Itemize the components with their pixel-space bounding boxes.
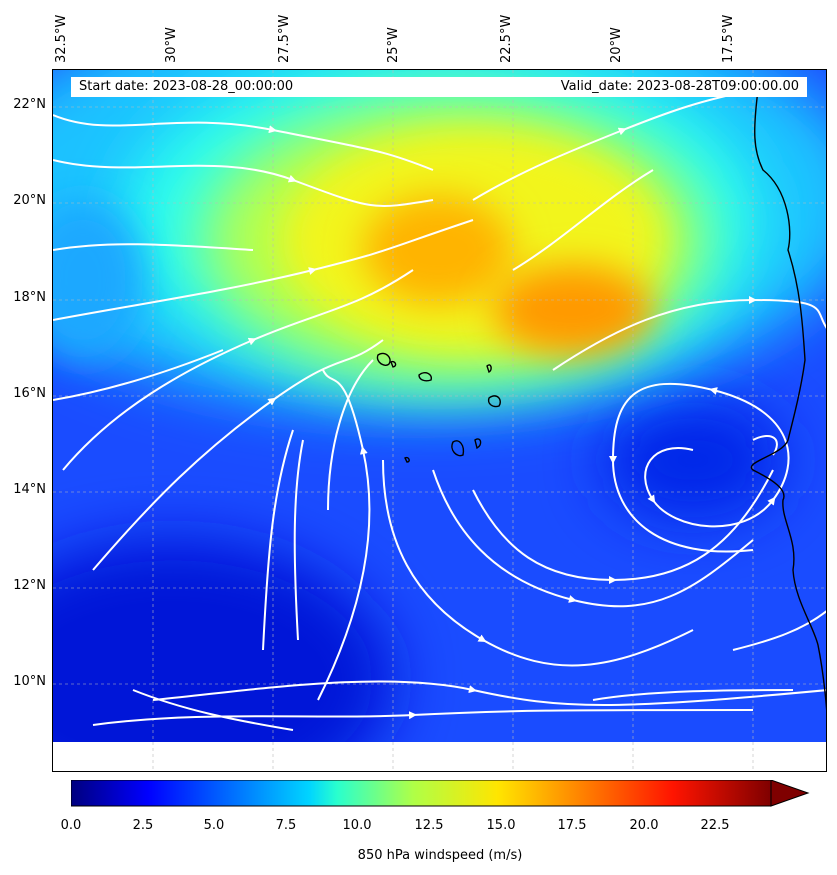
map-info-bar: Start date: 2023-08-28_00:00:00 Valid_da… — [71, 77, 807, 97]
map-panel — [52, 69, 827, 772]
windspeed-map — [53, 70, 826, 771]
colorbar-tick: 22.5 — [700, 818, 730, 833]
lon-label-32-5w: 32.5°W — [54, 14, 69, 63]
streamlines — [53, 89, 826, 731]
lat-label-12n: 12°N — [13, 578, 46, 593]
colorbar-tick: 20.0 — [629, 818, 659, 833]
lat-label-18n: 18°N — [13, 290, 46, 305]
lat-label-22n: 22°N — [13, 97, 46, 112]
colorbar-tick: 5.0 — [203, 818, 225, 833]
colorbar-tick: 17.5 — [557, 818, 587, 833]
lat-label-16n: 16°N — [13, 386, 46, 401]
colorbar — [71, 780, 810, 807]
colorbar-tick: 15.0 — [486, 818, 516, 833]
lon-label-25w: 25°W — [386, 27, 401, 63]
lat-label-10n: 10°N — [13, 674, 46, 689]
colorbar-tick: 2.5 — [132, 818, 154, 833]
lon-label-17-5w: 17.5°W — [721, 14, 736, 63]
colorbar-tick: 7.5 — [275, 818, 297, 833]
colorbar-tick: 10.0 — [342, 818, 372, 833]
lon-label-20w: 20°W — [609, 27, 624, 63]
valid-date-label: Valid_date: 2023-08-28T09:00:00.00 — [560, 79, 799, 94]
lon-label-30w: 30°W — [164, 27, 179, 63]
colorbar-label: 850 hPa windspeed (m/s) — [357, 848, 523, 863]
colorbar-extend-arrow — [770, 780, 810, 807]
lat-label-14n: 14°N — [13, 482, 46, 497]
colorbar-tick: 12.5 — [414, 818, 444, 833]
coastline — [376, 89, 826, 711]
colorbar-gradient — [71, 780, 772, 807]
lon-label-22-5w: 22.5°W — [499, 14, 514, 63]
colorbar-tick: 0.0 — [60, 818, 82, 833]
start-date-label: Start date: 2023-08-28_00:00:00 — [79, 79, 294, 94]
lat-label-20n: 20°N — [13, 193, 46, 208]
lon-label-27-5w: 27.5°W — [277, 14, 292, 63]
